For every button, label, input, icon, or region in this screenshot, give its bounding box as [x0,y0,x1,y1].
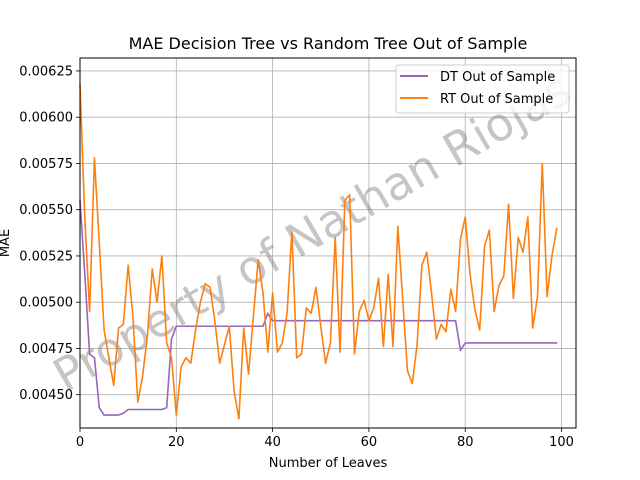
legend-box [395,64,570,114]
y-tick-label: 0.00525 [19,249,73,264]
y-tick-label: 0.00575 [19,157,73,172]
legend: DT Out of Sample RT Out of Sample [395,64,570,114]
y-axis-label: MAE [0,229,13,257]
legend-label-dt: DT Out of Sample [440,70,555,85]
plot-frame [79,57,577,429]
grid [79,58,576,428]
x-axis-ticks: 0 20 40 60 80 100 [76,428,574,450]
x-tick-label: 40 [264,435,281,450]
legend-label-rt: RT Out of Sample [440,92,553,107]
chart-title: MAE Decision Tree vs Random Tree Out of … [129,34,528,53]
x-tick-label: 100 [549,435,574,450]
x-tick-label: 80 [457,435,474,450]
series-line-rt [79,83,558,420]
x-axis-label: Number of Leaves [269,456,388,471]
y-tick-label: 0.00600 [19,111,73,126]
series-layer [79,83,558,420]
series-line-dt [79,199,558,416]
x-tick-label: 20 [168,435,185,450]
y-tick-label: 0.00550 [19,203,73,218]
x-tick-label: 60 [361,435,378,450]
x-tick-label: 0 [76,435,84,450]
y-tick-label: 0.00475 [19,342,73,357]
y-axis-ticks: 0.00450 0.00475 0.00500 0.00525 0.00550 0.005… [19,64,80,403]
y-tick-label: 0.00625 [19,64,73,79]
y-tick-label: 0.00500 [19,296,73,311]
y-tick-label: 0.00450 [19,388,73,403]
